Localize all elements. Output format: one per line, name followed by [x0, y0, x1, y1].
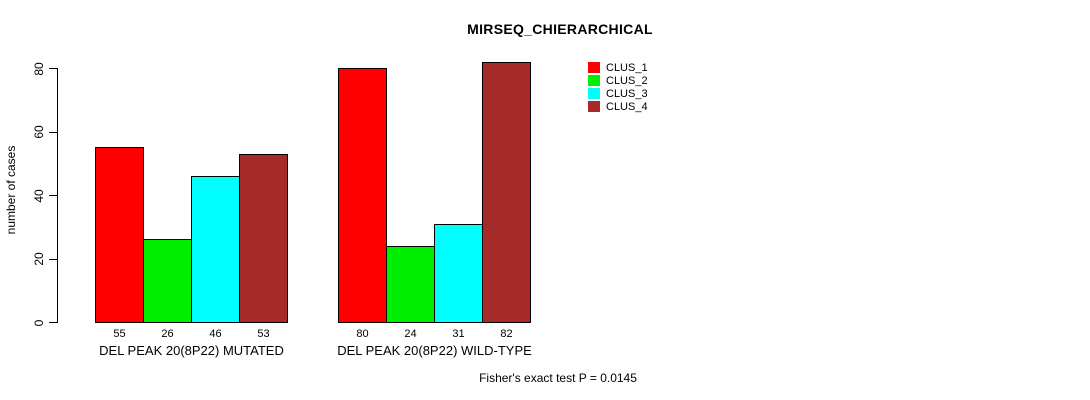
legend-entry: CLUS_2: [588, 74, 648, 87]
bar-clus_2: [143, 239, 192, 323]
legend-swatch-clus_4: [588, 101, 600, 112]
legend-swatch-clus_3: [588, 88, 600, 99]
bar-value-label: 24: [404, 328, 417, 340]
bar-clus_1: [95, 147, 144, 323]
y-tick-mark: [49, 195, 57, 196]
bar-value-label: 31: [452, 328, 465, 340]
legend-entry: CLUS_1: [588, 61, 648, 74]
bar-clus_2: [386, 246, 435, 323]
y-tick-mark: [49, 322, 57, 323]
chart-title: MIRSEQ_CHIERARCHICAL: [467, 21, 653, 37]
category-label: DEL PEAK 20(8P22) MUTATED: [99, 343, 284, 358]
legend: CLUS_1 CLUS_2 CLUS_3 CLUS_4: [588, 61, 648, 113]
legend-label: CLUS_4: [606, 100, 648, 113]
bar-value-label: 80: [356, 328, 369, 340]
y-tick-mark: [49, 68, 57, 69]
legend-label: CLUS_3: [606, 87, 648, 100]
bar-value-label: 53: [257, 328, 270, 340]
y-tick-label: 60: [32, 125, 46, 139]
bar-clus_3: [191, 176, 240, 323]
y-axis-label: number of cases: [4, 145, 18, 235]
bar-value-label: 26: [161, 328, 174, 340]
y-tick-mark: [49, 131, 57, 133]
bar-clus_1: [338, 68, 387, 323]
bar-clus_4: [482, 62, 531, 323]
category-label: DEL PEAK 20(8P22) WILD-TYPE: [337, 343, 532, 358]
legend-entry: CLUS_3: [588, 87, 648, 100]
legend-swatch-clus_1: [588, 62, 600, 73]
bar-clus_3: [434, 224, 483, 323]
bar-value-label: 82: [500, 328, 513, 340]
y-tick-label: 20: [32, 252, 46, 266]
y-tick-label: 80: [32, 61, 46, 76]
legend-label: CLUS_1: [606, 61, 648, 74]
fisher-test-annotation: Fisher's exact test P = 0.0145: [479, 371, 637, 385]
legend-label: CLUS_2: [606, 74, 648, 87]
y-tick-mark: [49, 258, 57, 260]
bar-value-label: 55: [113, 328, 126, 340]
legend-swatch-clus_2: [588, 75, 600, 86]
y-tick-label: 40: [32, 188, 46, 203]
bar-value-label: 46: [209, 328, 222, 340]
legend-entry: CLUS_4: [588, 100, 648, 113]
y-axis-line: [57, 68, 58, 323]
y-tick-label: 0: [32, 319, 46, 326]
bar-clus_4: [239, 154, 288, 323]
